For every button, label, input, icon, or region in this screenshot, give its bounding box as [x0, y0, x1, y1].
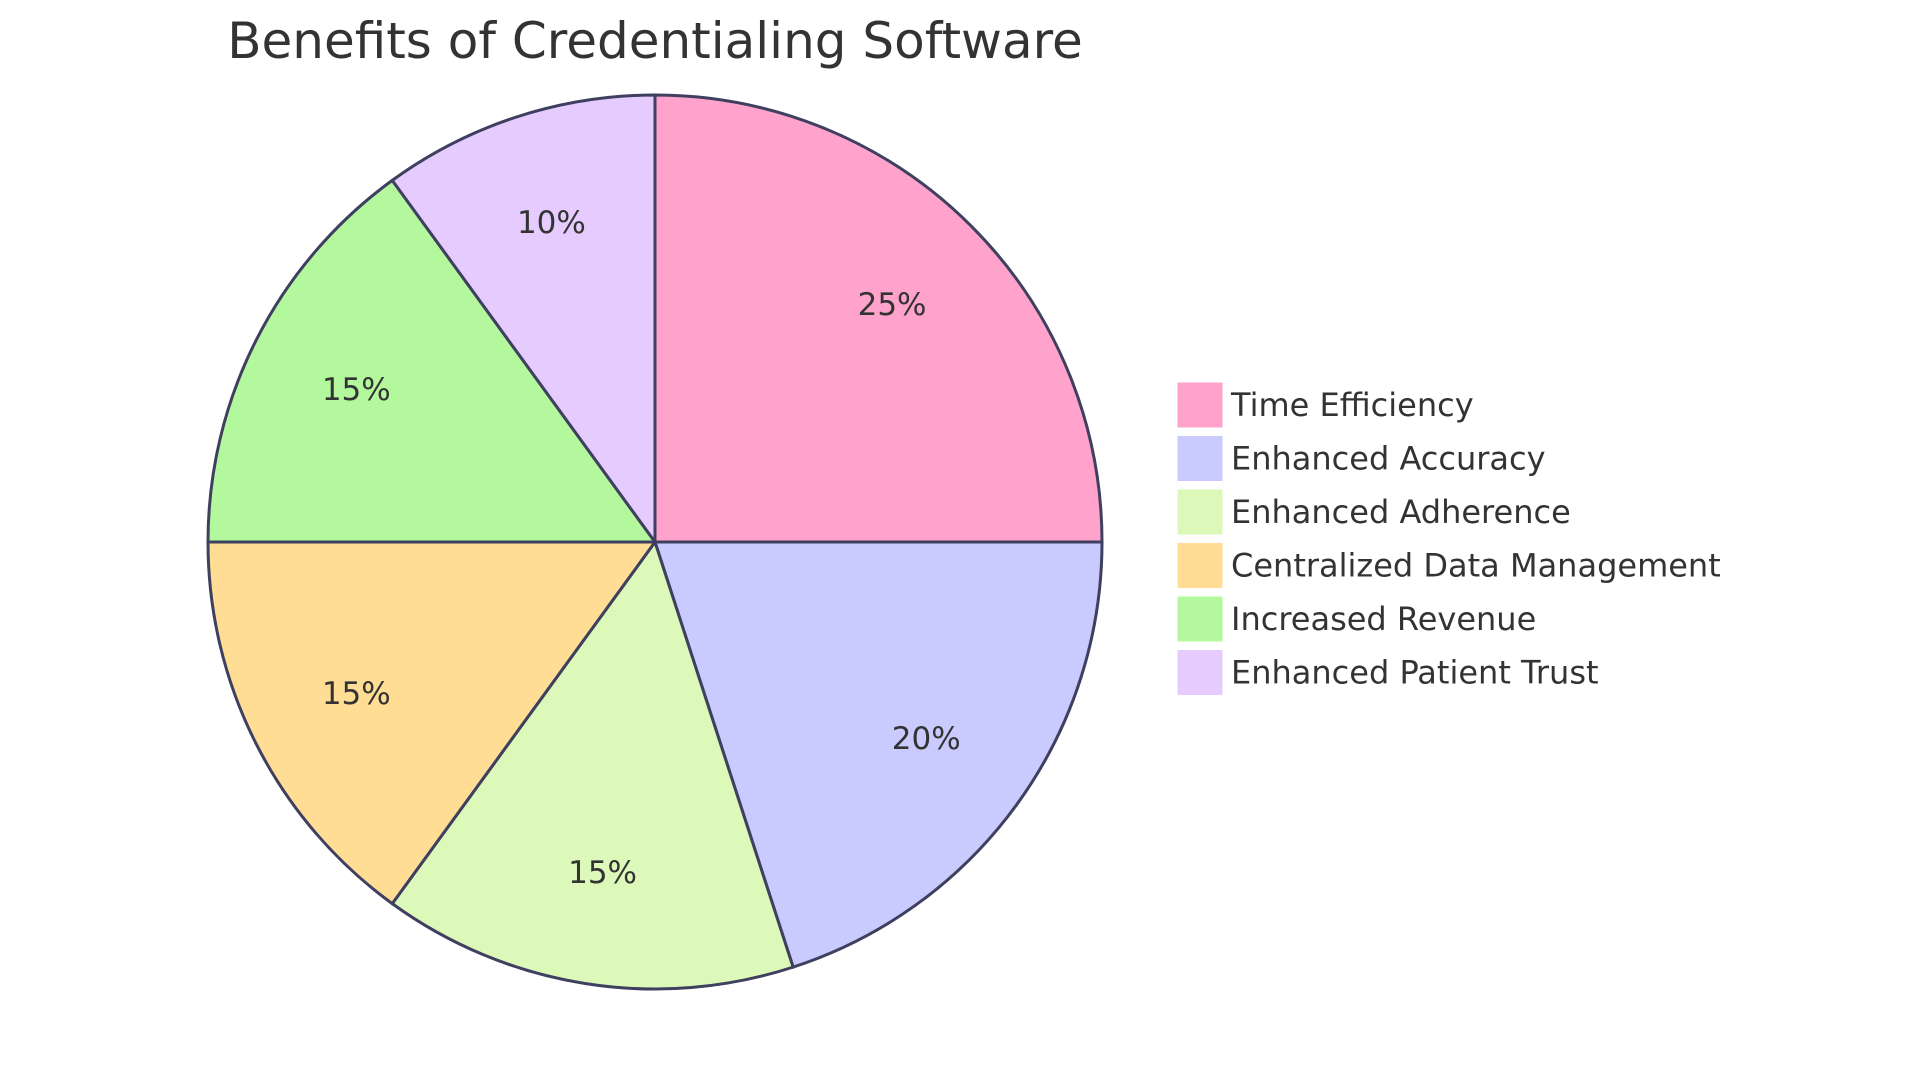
- legend-label: Enhanced Patient Trust: [1231, 654, 1599, 692]
- legend-label: Centralized Data Management: [1231, 547, 1721, 585]
- pie-slice-increased-revenue: [206, 178, 658, 544]
- slice-label: 10%: [517, 205, 586, 241]
- legend-swatch: [1177, 596, 1223, 642]
- legend-label: Increased Revenue: [1231, 600, 1536, 638]
- pie-slice-centralized-data-management: [206, 540, 658, 906]
- legend-label: Enhanced Accuracy: [1231, 440, 1546, 478]
- slice-label: 15%: [568, 855, 637, 891]
- legend-swatch: [1177, 436, 1223, 481]
- slice-label: 15%: [322, 676, 391, 712]
- slice-labels: 25% 20% 15% 15% 15% 10%: [322, 205, 961, 891]
- legend-swatch: [1177, 489, 1223, 535]
- pie-slice-time-efficiency: [653, 93, 1104, 544]
- chart-title: Benefits of Credentialing Software: [227, 12, 1083, 70]
- legend-swatch: [1177, 382, 1223, 428]
- legend-swatch: [1177, 650, 1223, 695]
- slice-label: 15%: [322, 372, 391, 408]
- legend: Time Efficiency Enhanced Accuracy Enhanced…: [1177, 382, 1721, 695]
- slice-label: 20%: [892, 721, 961, 757]
- pie-slice-enhanced-patient-trust: [390, 93, 657, 547]
- legend-label: Enhanced Adherence: [1231, 493, 1571, 531]
- pie-slice-enhanced-accuracy: [652, 540, 1104, 970]
- legend-label: Time Efficiency: [1230, 386, 1474, 424]
- pie-slice-enhanced-adherence: [390, 538, 796, 991]
- pie-slices: [206, 93, 1104, 991]
- legend-swatch: [1177, 543, 1223, 588]
- slice-label: 25%: [858, 287, 927, 323]
